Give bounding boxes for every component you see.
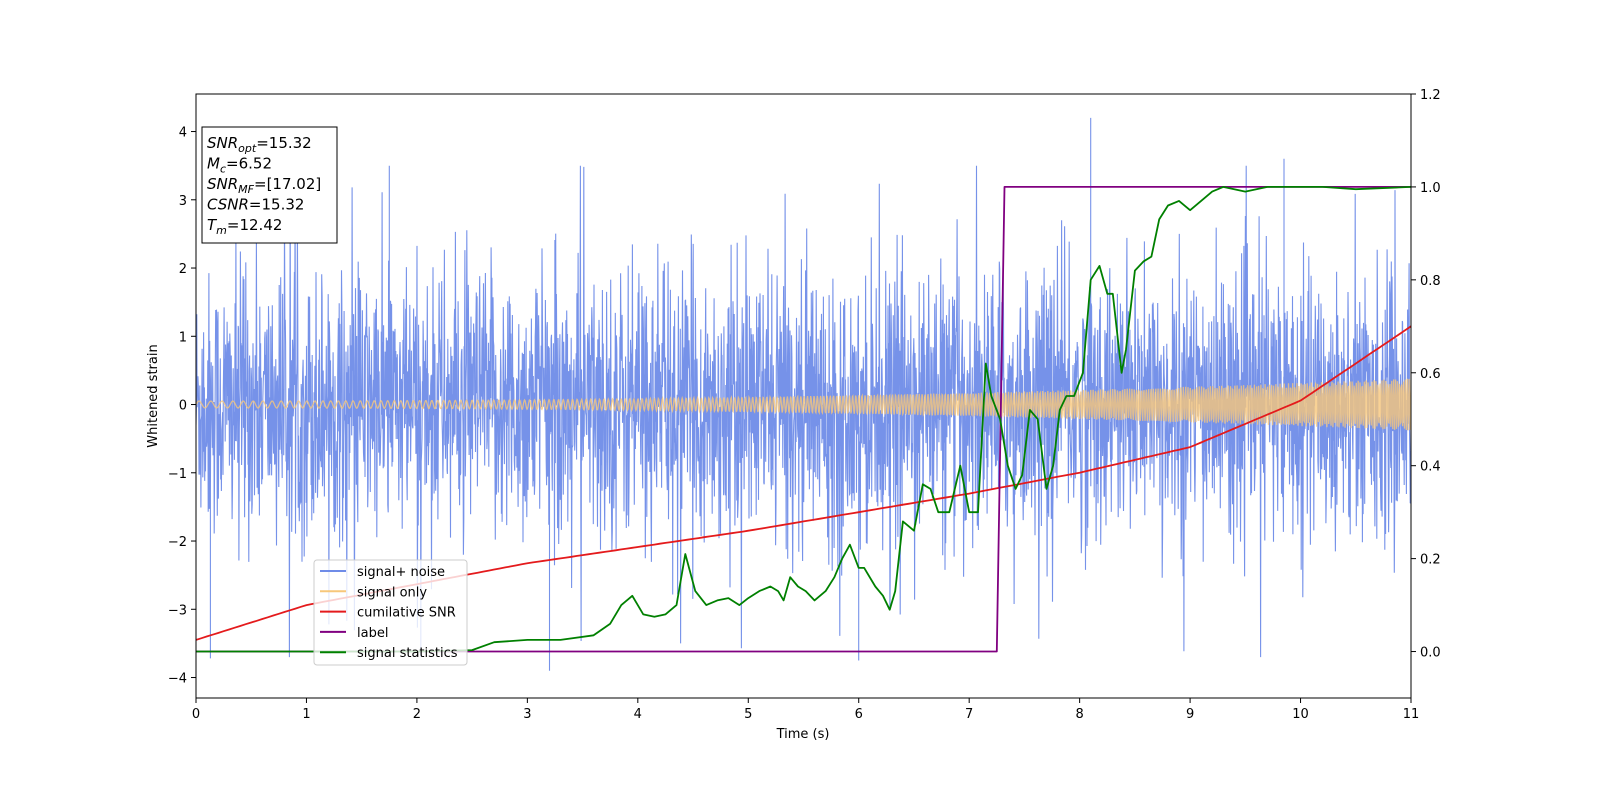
x-tick-label: 5: [744, 707, 752, 722]
legend-entry: signal+ noise: [357, 565, 445, 580]
legend-entry: signal statistics: [357, 646, 458, 661]
info-line: Tm=12.42: [207, 216, 282, 237]
x-tick-label: 4: [634, 707, 642, 722]
x-tick-label: 0: [192, 707, 200, 722]
signal-noise-series: [196, 117, 1411, 671]
x-tick-label: 6: [855, 707, 863, 722]
legend-frame: [313, 559, 468, 666]
y-left-tick-label: −1: [168, 467, 187, 482]
y-right-tick-label: 0.4: [1420, 460, 1441, 475]
y-left-tick-label: 1: [179, 330, 187, 345]
y-left-tick-label: −2: [168, 535, 187, 550]
x-tick-label: 1: [302, 707, 310, 722]
y-right-tick-label: 0.2: [1420, 553, 1441, 568]
y-left-tick-label: −4: [168, 672, 187, 687]
x-tick-label: 10: [1292, 707, 1309, 722]
signal-noise-line: [196, 117, 1411, 671]
x-tick-label: 2: [413, 707, 421, 722]
legend-entry: label: [357, 626, 388, 641]
plot-frame: [195, 93, 1412, 699]
signal-statistics-line: [196, 186, 1411, 653]
y-left-tick-label: 4: [179, 126, 187, 141]
info-box: SNRopt=15.32Mc=6.52SNRMF=[17.02]CSNR=15.…: [201, 126, 338, 244]
x-axis-label: Time (s): [776, 727, 830, 742]
y-axis-label: Whitened strain: [146, 344, 161, 447]
x-tick-label: 3: [523, 707, 531, 722]
y-axis-left: −4 −3 −2 −1 0 1 2 3 4: [168, 126, 196, 687]
x-axis: 0 1 2 3 4 5 6 7 8 9 10 11: [192, 698, 1419, 722]
info-line: SNRopt=15.32: [207, 134, 312, 155]
y-left-tick-label: 3: [179, 194, 187, 209]
y-left-tick-label: −3: [168, 603, 187, 618]
y-right-tick-label: 1.2: [1420, 88, 1441, 103]
x-tick-label: 9: [1186, 707, 1194, 722]
legend: signal+ noise signal only cumilative SNR la…: [313, 559, 468, 666]
y-right-tick-label: 1.0: [1420, 181, 1441, 196]
info-line: CSNR=15.32: [207, 196, 304, 214]
x-tick-label: 7: [965, 707, 973, 722]
info-line: Mc=6.52: [207, 155, 272, 176]
x-tick-label: 11: [1403, 707, 1420, 722]
signal-only-line: [196, 378, 1411, 431]
x-tick-label: 8: [1075, 707, 1083, 722]
info-box-frame: [201, 126, 338, 244]
y-right-tick-label: 0.6: [1420, 367, 1441, 382]
y-left-tick-label: 2: [179, 262, 187, 277]
info-line: SNRMF=[17.02]: [207, 175, 321, 196]
y-right-tick-label: 0.8: [1420, 274, 1441, 289]
y-left-tick-label: 0: [179, 399, 187, 414]
signal-only-series: [196, 378, 1411, 431]
legend-entry: signal only: [357, 585, 427, 600]
y-right-tick-label: 0.0: [1420, 646, 1441, 661]
legend-entry: cumilative SNR: [357, 606, 456, 621]
y-axis-right: 0.0 0.2 0.4 0.6 0.8 1.0 1.2: [1411, 88, 1441, 661]
